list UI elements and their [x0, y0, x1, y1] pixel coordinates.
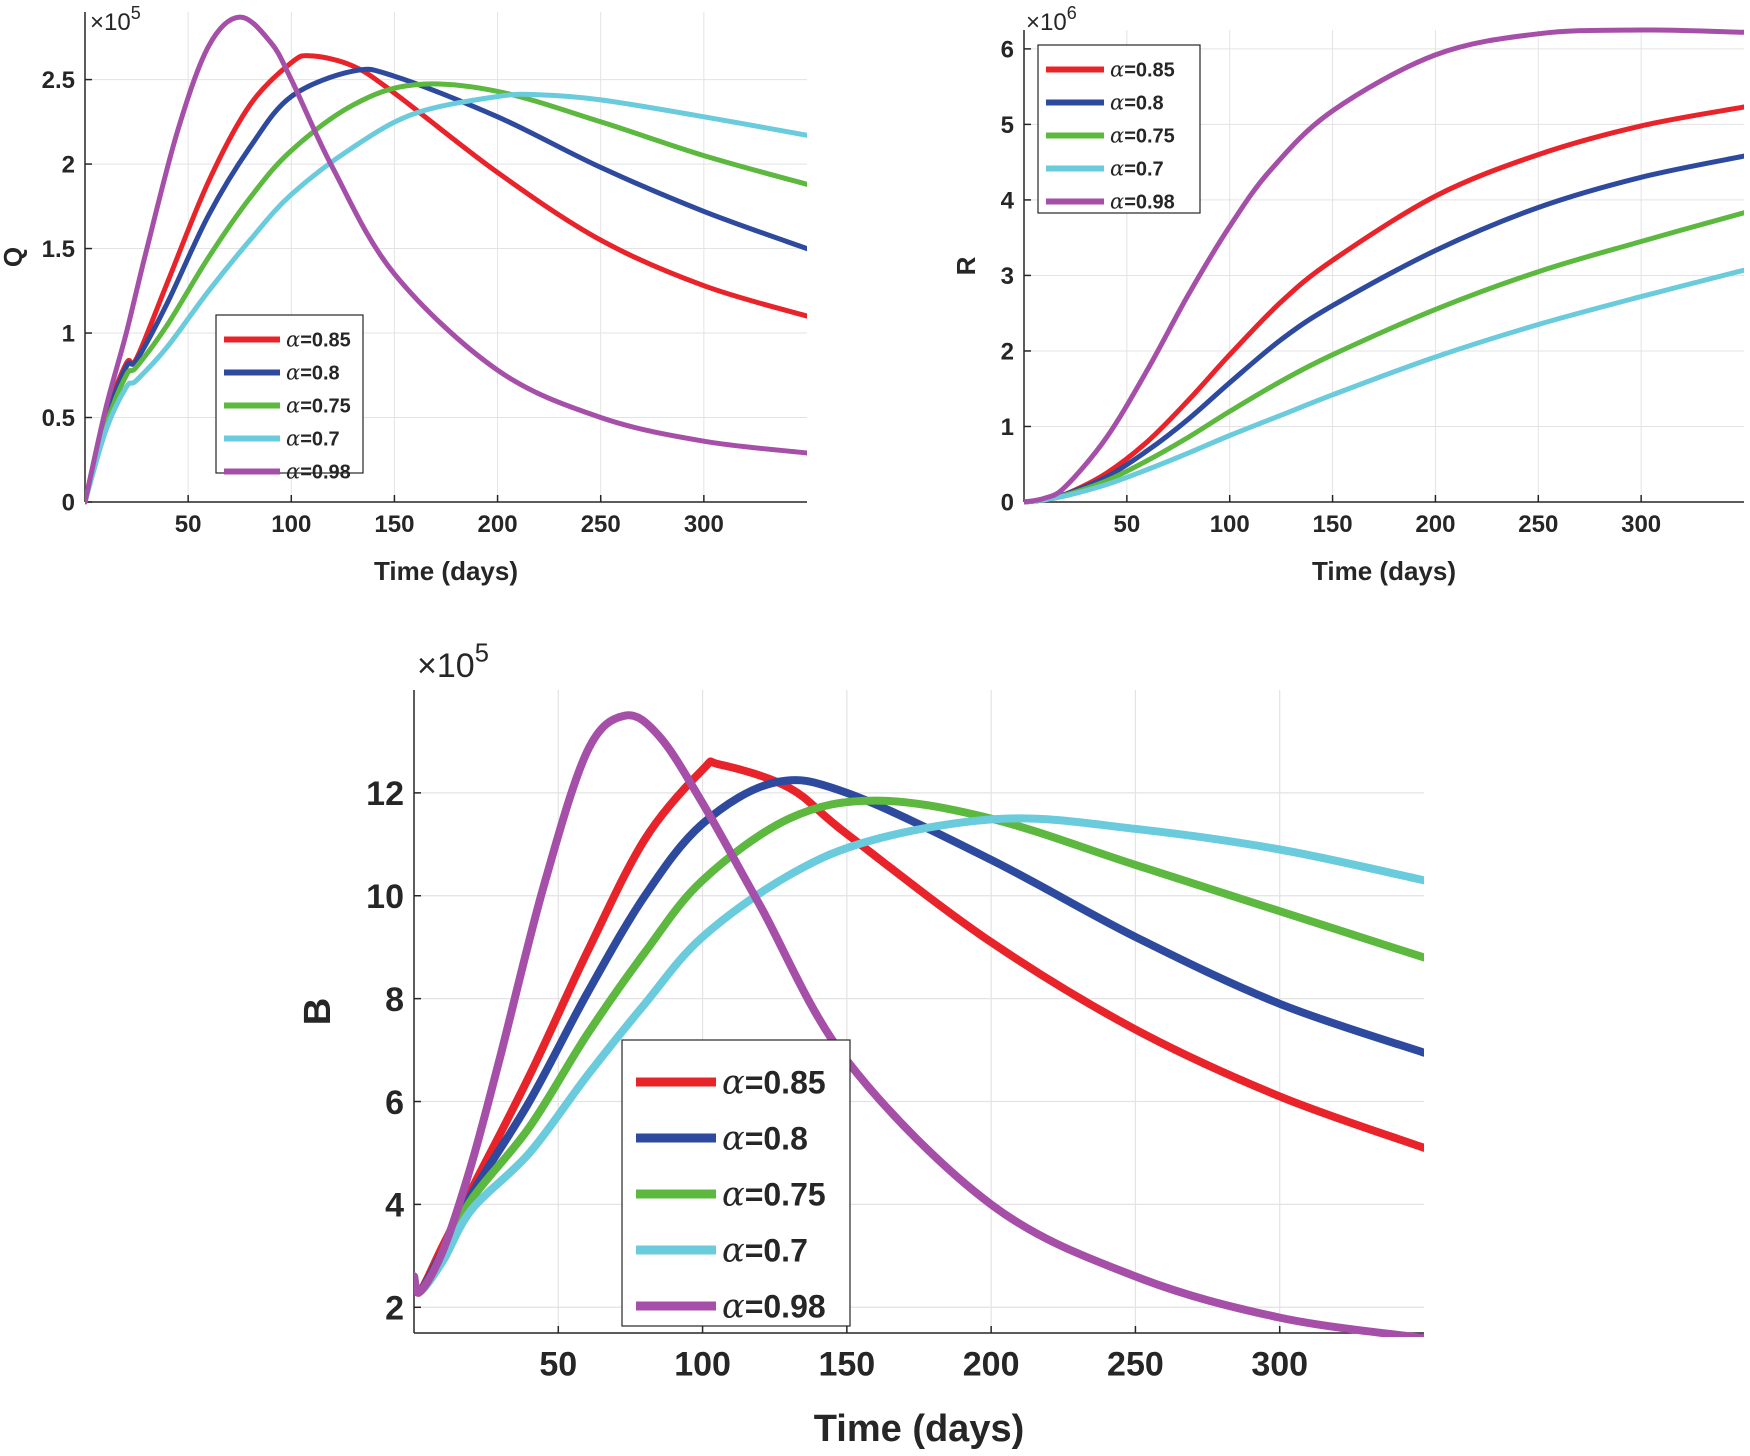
x-tick-label: 50 — [175, 511, 202, 538]
x-tick-label: 200 — [963, 1346, 1020, 1384]
legend-label-2: α=0.75 — [1110, 124, 1175, 148]
panel-top-right: 50 100 150 200 250 300 0 1 2 3 4 5 6 ×106 Time (days) R… — [951, 3, 1744, 586]
legend-box — [621, 1039, 851, 1327]
x-tick-label: 50 — [539, 1346, 577, 1384]
legend-label-3: α=0.7 — [286, 427, 340, 451]
y-exponent-label: ×105 — [90, 3, 141, 36]
y-tick-label: 6 — [385, 1084, 404, 1122]
legend-label-4: α=0.98 — [1110, 190, 1175, 214]
y-axis-title: Q — [0, 247, 28, 267]
y-tick-label: 0 — [1001, 490, 1014, 517]
x-tick-label: 150 — [374, 511, 414, 538]
legend-label-3: α=0.7 — [722, 1231, 808, 1270]
legend-label-1: α=0.8 — [722, 1119, 808, 1158]
y-tick-label: 2 — [385, 1290, 404, 1328]
y-tick-label: 5 — [1001, 112, 1014, 139]
series-group — [85, 14, 807, 505]
x-tick-label: 300 — [1251, 1346, 1308, 1384]
legend-label-4: α=0.98 — [286, 460, 351, 484]
y-tick-label: 8 — [385, 981, 404, 1019]
legend-label-0: α=0.85 — [722, 1063, 826, 1102]
y-tick-label: 3 — [1001, 263, 1014, 290]
legend: α=0.85 α=0.8 α=0.75 α=0.7 α=0.98 — [215, 314, 364, 484]
series-line-4 — [414, 711, 1424, 1337]
legend-label-1: α=0.8 — [1110, 91, 1164, 115]
y-exponent-label: ×106 — [1026, 3, 1077, 36]
y-tick-label: 10 — [366, 878, 404, 916]
y-tick-label: 2 — [62, 152, 75, 179]
legend: α=0.85 α=0.8 α=0.75 α=0.7 α=0.98 — [1037, 44, 1201, 214]
x-tick-label: 100 — [1210, 511, 1250, 538]
series-group — [1024, 27, 1744, 505]
legend-label-1: α=0.8 — [286, 361, 340, 385]
panel-bottom: 50 100 150 200 250 300 2 4 6 8 10 12 ×105 Time (days)… — [297, 640, 1424, 1450]
series-line-3 — [414, 814, 1424, 1296]
series-line-4 — [1024, 27, 1744, 505]
y-axis-title: B — [297, 998, 339, 1025]
y-tick-label: 1 — [1001, 414, 1014, 441]
x-axis-title: Time (days) — [374, 556, 518, 586]
series-line-2 — [414, 796, 1424, 1297]
x-tick-label: 250 — [1518, 511, 1558, 538]
y-exponent-label: ×105 — [417, 640, 489, 685]
x-tick-label: 300 — [1621, 511, 1661, 538]
y-axis-title: R — [951, 256, 981, 275]
legend-label-2: α=0.75 — [286, 394, 351, 418]
series-line-3 — [1024, 267, 1744, 505]
legend-label-2: α=0.75 — [722, 1175, 826, 1214]
x-tick-label: 250 — [581, 511, 621, 538]
y-tick-label: 12 — [366, 775, 404, 813]
y-tick-label: 2.5 — [42, 67, 75, 94]
x-tick-label: 200 — [1415, 511, 1455, 538]
y-tick-label: 4 — [385, 1187, 404, 1225]
series-line-3 — [85, 91, 807, 505]
legend-label-0: α=0.85 — [286, 328, 351, 352]
x-tick-label: 250 — [1107, 1346, 1164, 1384]
x-tick-label: 300 — [684, 511, 724, 538]
x-tick-label: 200 — [478, 511, 518, 538]
series-group — [414, 711, 1424, 1337]
legend: α=0.85 α=0.8 α=0.75 α=0.7 α=0.98 — [621, 1039, 851, 1327]
y-tick-label: 0.5 — [42, 405, 75, 432]
y-tick-label: 0 — [62, 490, 75, 517]
legend-label-4: α=0.98 — [722, 1287, 826, 1326]
x-tick-label: 100 — [271, 511, 311, 538]
x-axis-title: Time (days) — [1312, 556, 1456, 586]
x-tick-label: 150 — [818, 1346, 875, 1384]
panel-top-left: 50 100 150 200 250 300 0 0.5 1 1.5 2 2.5 ×105 Time (d… — [0, 3, 807, 586]
y-tick-label: 4 — [1001, 188, 1015, 215]
x-axis-title: Time (days) — [814, 1408, 1024, 1450]
x-tick-label: 100 — [674, 1346, 731, 1384]
x-tick-label: 50 — [1114, 511, 1141, 538]
legend-label-3: α=0.7 — [1110, 157, 1164, 181]
y-tick-label: 6 — [1001, 37, 1014, 64]
series-line-1 — [85, 66, 807, 505]
y-tick-label: 2 — [1001, 339, 1014, 366]
plot-area — [414, 690, 1424, 1333]
series-line-2 — [85, 81, 807, 505]
y-tick-label: 1.5 — [42, 236, 75, 263]
y-tick-label: 1 — [62, 321, 75, 348]
x-tick-label: 150 — [1313, 511, 1353, 538]
series-line-4 — [85, 14, 807, 505]
legend-box — [1037, 44, 1201, 214]
legend-label-0: α=0.85 — [1110, 58, 1175, 82]
